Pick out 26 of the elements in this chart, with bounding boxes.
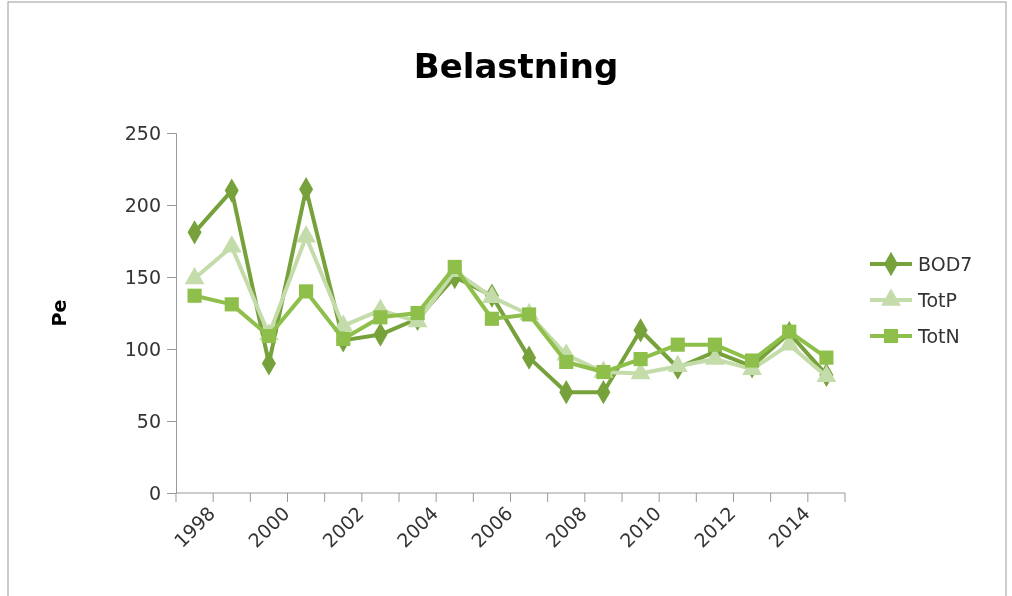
point	[745, 353, 760, 368]
chart-title: Belastning	[413, 46, 619, 86]
point	[336, 331, 351, 346]
point	[670, 337, 685, 352]
legend-label: TotP	[917, 289, 957, 311]
point	[299, 284, 314, 299]
y-tick-label: 50	[136, 409, 161, 432]
y-tick-label: 100	[124, 337, 161, 360]
y-tick-label: 250	[124, 121, 161, 144]
point	[187, 288, 202, 303]
point	[410, 305, 425, 321]
point	[484, 311, 499, 326]
point	[819, 350, 834, 365]
point	[707, 337, 722, 352]
y-tick-label: 150	[124, 265, 161, 288]
point	[224, 297, 239, 312]
y-tick-label: 0	[148, 481, 161, 504]
y-tick-label: 200	[124, 193, 161, 216]
point	[261, 328, 276, 344]
legend-label: BOD7	[918, 253, 973, 275]
legend-label: TotN	[917, 325, 960, 347]
point	[782, 324, 797, 339]
y-axis-title: Pe	[48, 299, 70, 327]
point	[373, 310, 388, 325]
point	[559, 354, 574, 370]
point	[633, 352, 648, 367]
